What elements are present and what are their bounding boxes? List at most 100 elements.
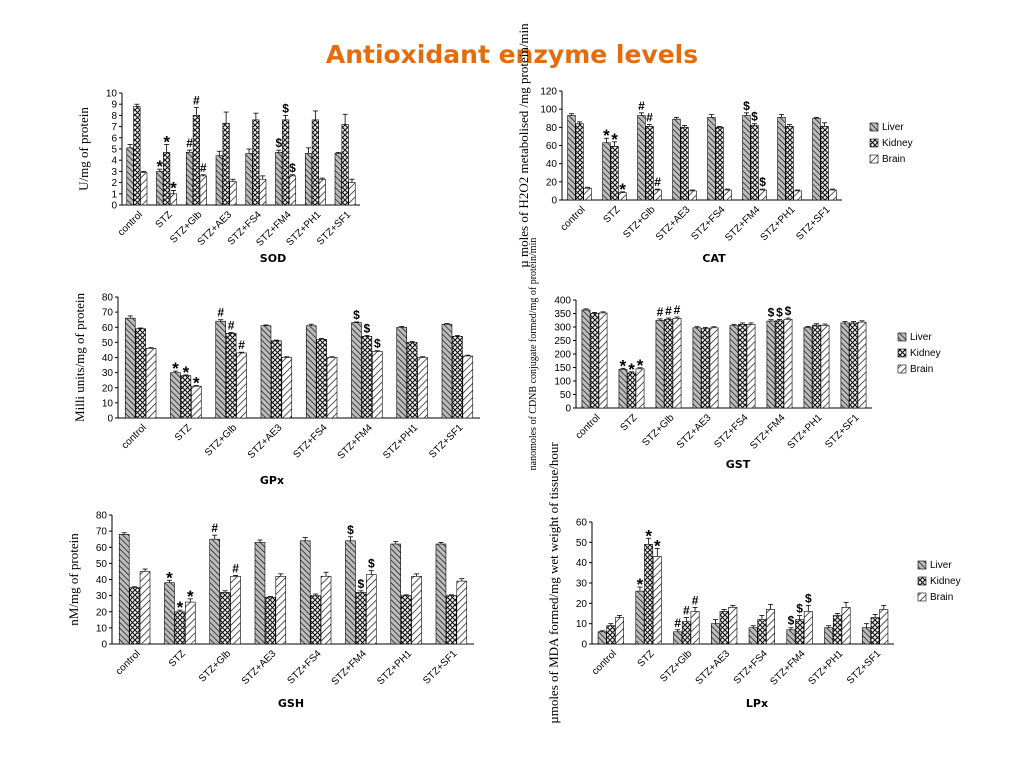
- gsh-y-axis-label: nM/mg of protein: [66, 533, 81, 626]
- lpx-ytick-label: 0: [581, 640, 587, 651]
- gpx-annotation: *: [183, 363, 190, 382]
- gsh-bar: [209, 538, 220, 645]
- gsh-category-label: STZ+AE3: [240, 648, 279, 687]
- lpx-ytick-label: 50: [576, 538, 588, 549]
- gsh-bar: [345, 540, 356, 645]
- gsh-ytick-label: 60: [96, 543, 108, 554]
- lpx-ytick-label: 60: [576, 518, 588, 529]
- gst-category-label: control: [574, 412, 603, 441]
- gst-bar: [590, 313, 599, 409]
- gst-ytick-label: 150: [554, 363, 571, 374]
- sod-bar: [341, 124, 349, 206]
- sod-ytick-label: 8: [111, 111, 117, 122]
- gst-bar: [581, 309, 591, 409]
- cat-bar: [812, 117, 821, 201]
- cat-bar: [575, 123, 584, 201]
- lpx-bar: [861, 627, 871, 645]
- lpx-bar: [615, 617, 625, 645]
- sod-bar: [133, 106, 141, 206]
- sod-bar: [192, 115, 200, 206]
- gsh-bar: [411, 575, 422, 645]
- lpx-annotation: #: [683, 604, 690, 618]
- cat-annotation: $: [759, 175, 766, 189]
- cat-ytick-label: 80: [546, 123, 558, 134]
- lpx-bar: [870, 617, 880, 645]
- gst-bar: [598, 312, 608, 409]
- gsh-annotation: *: [166, 568, 173, 587]
- gsh-bar: [219, 592, 231, 645]
- lpx-category-label: STZ+SF1: [845, 648, 884, 687]
- lpx-annotation: *: [654, 536, 661, 555]
- gsh-bar: [310, 595, 321, 645]
- gsh-bar: [355, 592, 367, 645]
- sod-caption: SOD: [260, 252, 286, 265]
- gpx-category-label: STZ+Glb: [203, 422, 240, 459]
- sod-ytick-label: 10: [106, 89, 118, 100]
- gsh-bar: [230, 575, 241, 645]
- cat-bar: [793, 190, 802, 201]
- cat-category-label: STZ+SF1: [794, 204, 833, 243]
- cat-bar: [653, 189, 662, 201]
- cat-category-label: STZ+FM4: [723, 204, 763, 244]
- sod-ytick-label: 6: [111, 133, 117, 144]
- lpx-legend-swatch: [917, 576, 927, 586]
- gsh-ytick-label: 20: [96, 607, 108, 618]
- cat-annotation: $: [751, 110, 758, 124]
- sod-ytick-label: 7: [111, 122, 117, 133]
- cat-category-label: STZ: [601, 204, 622, 225]
- gst-annotation: $: [776, 305, 783, 319]
- gst-bar: [820, 325, 830, 409]
- gpx-ytick-label: 0: [107, 414, 113, 425]
- gst-annotation: #: [674, 303, 681, 317]
- lpx-bar: [803, 611, 813, 645]
- gpx-bar: [406, 342, 418, 419]
- gsh-category-label: STZ+FM4: [330, 648, 370, 688]
- gst-bar: [783, 319, 793, 409]
- gpx-bar: [260, 325, 272, 419]
- gsh-ytick-label: 10: [96, 623, 108, 634]
- gsh-bar: [446, 595, 457, 645]
- lpx-bar: [748, 627, 758, 645]
- gst-bar: [692, 327, 702, 409]
- gpx-annotation: *: [172, 359, 179, 378]
- cat-annotation: $: [743, 99, 750, 113]
- cat-bar: [828, 189, 837, 201]
- gst-bar: [729, 325, 739, 409]
- cat-category-label: STZ+AE3: [654, 204, 693, 243]
- gsh-ytick-label: 40: [96, 575, 108, 586]
- lpx-legend-swatch: [917, 592, 927, 602]
- cat-bar: [758, 189, 767, 201]
- lpx-bar: [832, 615, 842, 645]
- gst-bar: [709, 327, 719, 409]
- gpx-ytick-label: 30: [102, 368, 114, 379]
- gst-bar: [664, 319, 673, 409]
- cat-annotation: #: [638, 99, 645, 113]
- sod-ytick-label: 4: [111, 156, 117, 167]
- lpx-annotation: $: [788, 614, 795, 628]
- gpx-ytick-label: 40: [102, 353, 114, 364]
- gpx-y-axis-label: Milli units/mg of protein: [72, 293, 87, 422]
- cat-bar: [567, 115, 576, 201]
- lpx-bar: [597, 631, 607, 645]
- sod-annotation: *: [163, 133, 170, 152]
- gsh-ytick-label: 50: [96, 559, 108, 570]
- gst-annotation: #: [665, 304, 672, 318]
- gpx-category-label: STZ+FS4: [292, 422, 331, 461]
- sod-category-label: control: [116, 209, 145, 238]
- gsh-bar: [254, 542, 266, 645]
- sod-bar: [222, 122, 230, 206]
- gst-category-label: STZ: [618, 412, 639, 433]
- gsh-category-label: control: [114, 648, 143, 677]
- gst-legend-label: Brain: [910, 364, 933, 375]
- cat-bar: [820, 126, 829, 201]
- lpx-bar: [824, 627, 834, 645]
- lpx-legend-swatch: [917, 560, 927, 570]
- sod-bar: [245, 153, 253, 206]
- cat-legend-swatch: [869, 138, 879, 148]
- sod-y-axis-label: U/mg of protein: [76, 107, 91, 191]
- sod-bar: [304, 153, 313, 206]
- gsh-bar: [299, 540, 311, 645]
- lpx-bar: [644, 544, 654, 645]
- sod-bar: [185, 152, 194, 206]
